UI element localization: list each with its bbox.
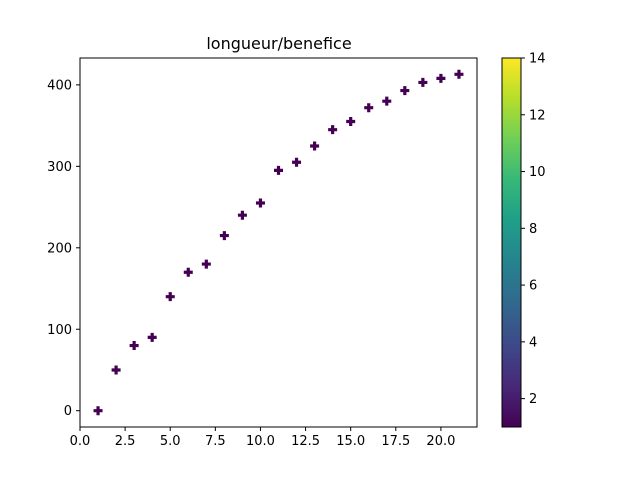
colorbar-tick-label: 8 [529,222,537,237]
data-point [328,125,338,135]
colorbar-tick-label: 10 [529,165,546,180]
x-tick-label: 20.0 [426,434,455,449]
colorbar-tick-label: 14 [529,52,546,67]
data-point [400,86,410,96]
colorbar-gradient [502,58,521,427]
x-tick-label: 0.0 [70,434,91,449]
x-tick-label: 5.0 [160,434,181,449]
x-tick-label: 12.5 [291,434,320,449]
data-point [364,103,374,113]
chart-title: longueur/benefice [206,34,351,53]
data-point [255,198,265,208]
colorbar-axis: 2 4 6 8 10 12 14 [521,52,546,407]
colorbar: 2 4 6 8 10 12 14 [501,52,546,428]
data-point [147,332,157,342]
x-tick-label: 2.5 [115,434,136,449]
y-tick-label: 300 [47,160,72,175]
data-points [93,69,464,416]
y-tick-label: 200 [47,241,72,256]
x-tick-label: 7.5 [205,434,226,449]
y-axis: 0 100 200 300 400 [47,78,80,419]
data-point [382,96,392,106]
x-axis: 0.0 2.5 5.0 7.5 10.0 12.5 15.0 17.5 20.0 [70,427,455,449]
colorbar-tick-label: 12 [529,108,546,123]
data-point [183,267,193,277]
colorbar-tick-label: 6 [529,279,537,294]
colorbar-tick-label: 4 [529,335,537,350]
y-tick-label: 400 [47,78,72,93]
colorbar-tick-label: 2 [529,392,537,407]
y-tick-label: 100 [47,323,72,338]
data-point [310,141,320,151]
data-point [418,77,428,87]
y-tick-label: 0 [64,404,72,419]
x-tick-label: 10.0 [246,434,275,449]
plot-frame [79,57,478,428]
data-point [219,231,229,241]
x-tick-label: 17.5 [381,434,410,449]
data-point [436,73,446,83]
data-point [129,341,139,351]
data-point [346,117,356,127]
data-point [237,210,247,220]
x-tick-label: 15.0 [336,434,365,449]
data-point [454,69,464,79]
colorbar-frame [501,57,522,428]
data-point [292,157,302,167]
data-point [93,406,103,416]
data-point [274,165,283,175]
data-point [111,365,121,375]
data-point [165,292,175,302]
plot-area: 0.0 2.5 5.0 7.5 10.0 12.5 15.0 17.5 20.0 0 100 200… [47,57,478,449]
data-point [201,259,211,269]
